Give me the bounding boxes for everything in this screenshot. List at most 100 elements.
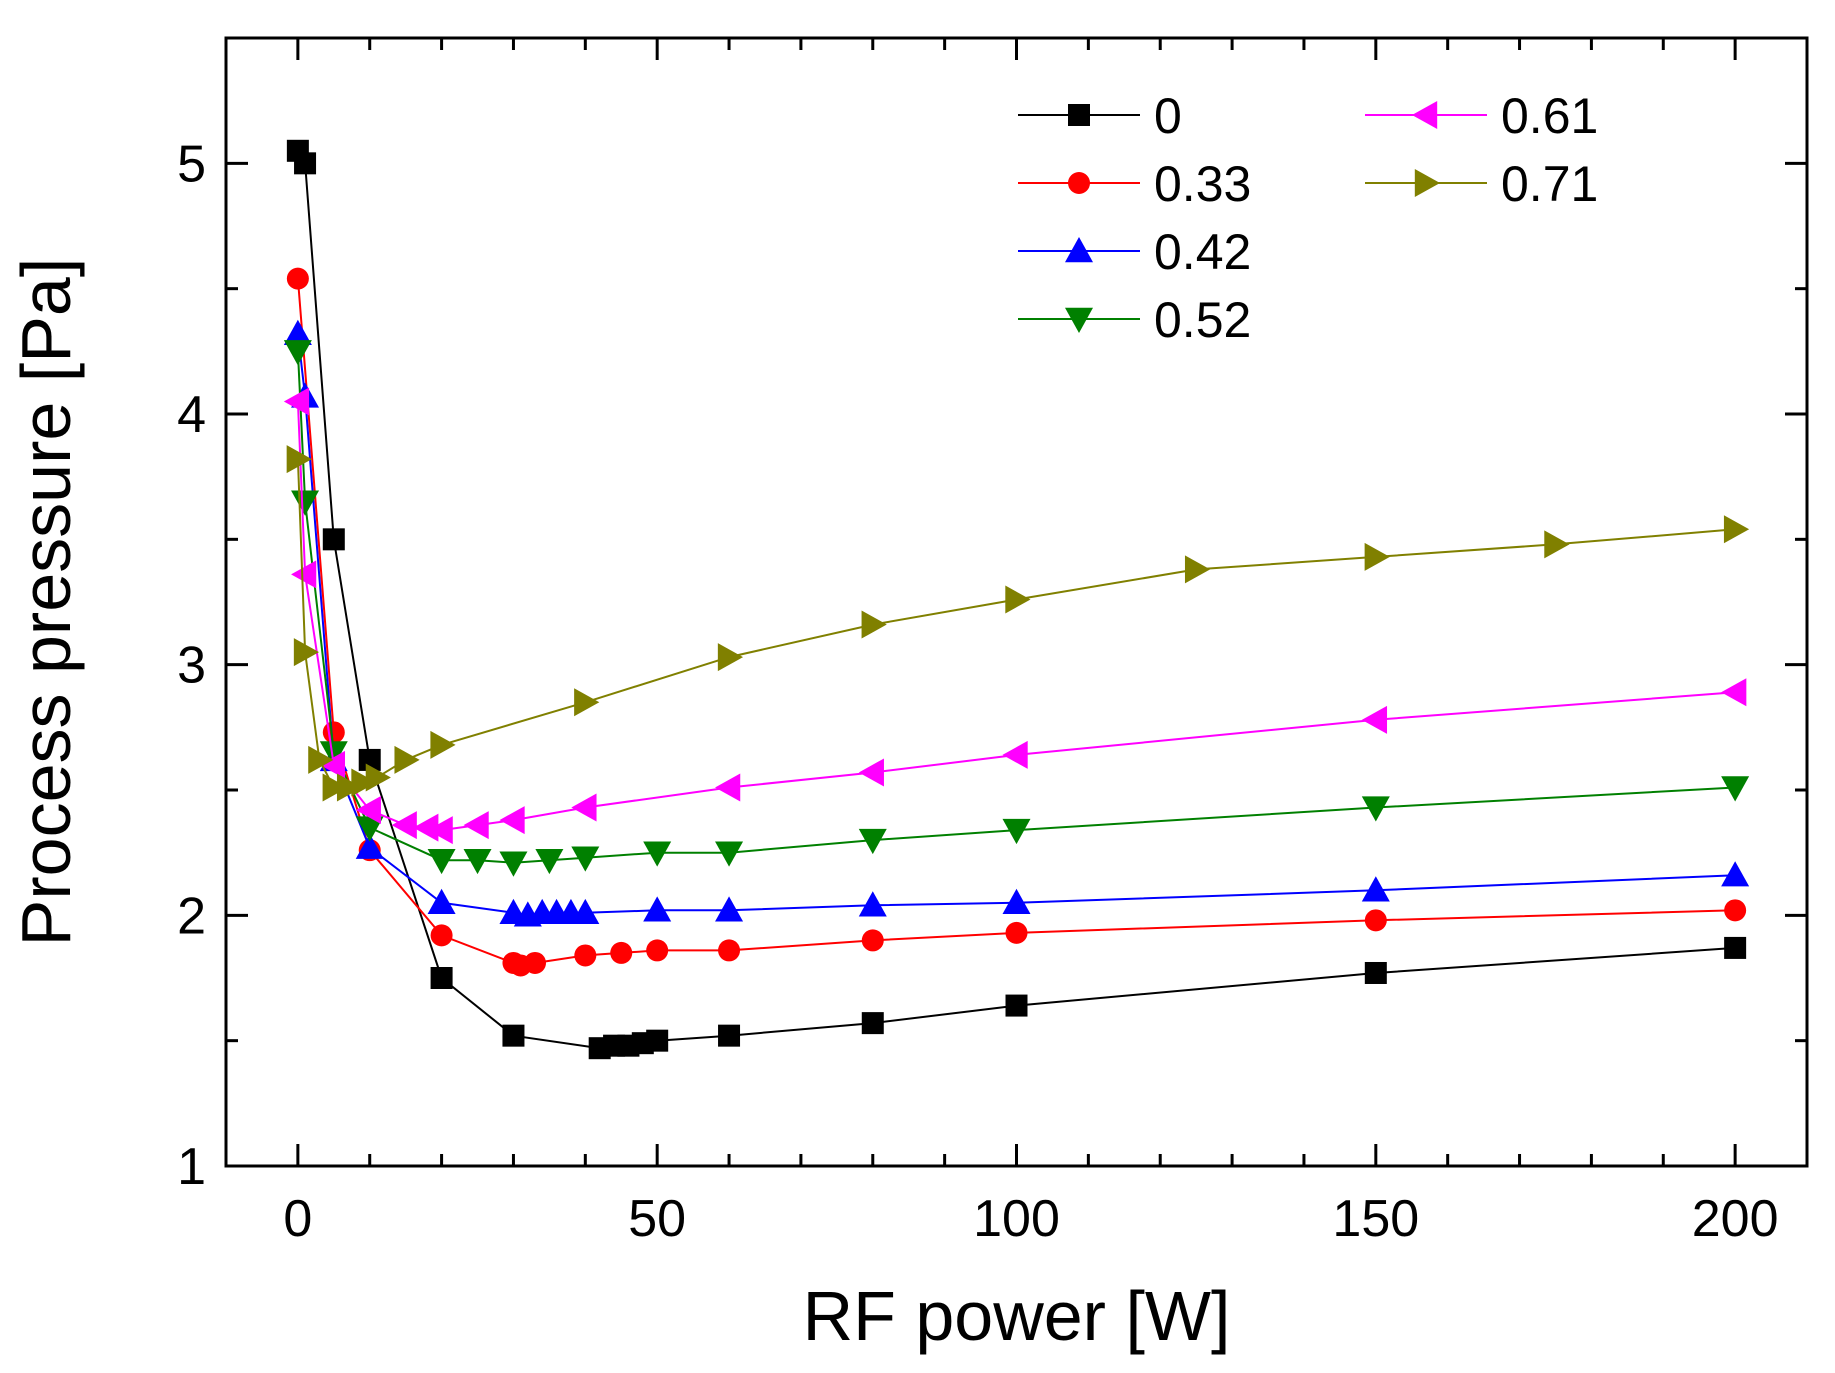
data-point-0.42 <box>1361 876 1390 902</box>
data-point-0 <box>1005 994 1028 1017</box>
y-axis-title: Process pressure [Pa] <box>7 258 85 947</box>
legend-item: 0 <box>1018 88 1182 144</box>
data-point-0.61 <box>355 796 381 825</box>
series-0.33 <box>286 267 1747 977</box>
legend-item: 0.33 <box>1018 156 1251 212</box>
data-point-0.33 <box>1364 909 1387 932</box>
data-point-0.52 <box>715 841 744 867</box>
data-point-0.33 <box>574 944 597 967</box>
data-point-0.42 <box>858 891 887 917</box>
data-point-0.71 <box>717 643 744 672</box>
data-point-0.71 <box>430 730 456 759</box>
x-axis-title: RF power [W] <box>803 1277 1231 1355</box>
axes-layer: 0 50 100 150 200 1 2 3 4 5 <box>177 38 1807 1248</box>
data-point-0 <box>1724 936 1747 959</box>
y-tick-label: 3 <box>177 637 206 695</box>
series-0.42 <box>283 319 1750 927</box>
data-point-0.33 <box>286 267 309 290</box>
data-point-0 <box>1364 961 1387 984</box>
data-point-0.42 <box>571 898 600 925</box>
data-point-0.61 <box>391 811 417 840</box>
x-tick-label: 0 <box>283 1190 312 1248</box>
data-point-0.52 <box>291 490 320 516</box>
data-point-0.42 <box>715 896 744 922</box>
data-point-0.52 <box>1002 818 1031 845</box>
data-point-0.71 <box>1184 555 1211 584</box>
series-0.71 <box>286 445 1750 802</box>
data-point-0.71 <box>293 638 320 667</box>
data-point-0.61 <box>413 813 439 842</box>
y-tick-label: 5 <box>177 135 206 193</box>
data-point-0.42 <box>643 896 672 922</box>
data-point-0.61 <box>427 816 453 845</box>
data-point-0.33 <box>718 939 741 962</box>
data-point-0 <box>322 528 345 551</box>
data-point-0 <box>861 1012 884 1035</box>
data-point-0 <box>294 152 317 175</box>
data-point-0.52 <box>1361 796 1390 822</box>
data-point-0.61 <box>1721 678 1747 707</box>
series-0.61 <box>283 387 1747 845</box>
data-point-0.33 <box>1005 921 1028 944</box>
data-point-0.52 <box>643 841 672 867</box>
data-point-0.42 <box>283 319 312 345</box>
data-point-0.71 <box>308 745 334 774</box>
data-point-0 <box>430 967 453 989</box>
legend-marker <box>1065 237 1093 263</box>
data-point-0 <box>718 1024 741 1047</box>
data-point-0.42 <box>355 833 384 859</box>
legend-label: 0.52 <box>1154 292 1251 348</box>
data-point-0.71 <box>286 445 312 474</box>
data-point-0.52 <box>355 816 384 842</box>
data-point-0 <box>502 1024 525 1047</box>
data-point-0.42 <box>1721 861 1750 887</box>
series-line-0.71 <box>296 459 1736 789</box>
data-point-0.71 <box>574 688 600 717</box>
data-point-0.52 <box>535 848 564 875</box>
legend-item: 0.52 <box>1018 292 1251 348</box>
data-point-0.61 <box>1002 740 1028 769</box>
plot-area <box>224 36 1809 1168</box>
legend-marker <box>1068 172 1090 194</box>
data-point-0.71 <box>1005 585 1031 614</box>
legend-label: 0.61 <box>1501 88 1598 144</box>
legend-label: 0.71 <box>1501 156 1598 212</box>
x-tick-label: 150 <box>1332 1190 1419 1248</box>
data-point-0.33 <box>322 721 345 744</box>
data-point-0.71 <box>1723 515 1750 544</box>
data-point-0.33 <box>430 924 453 947</box>
data-point-0.52 <box>319 741 348 767</box>
data-point-0.61 <box>291 560 317 589</box>
x-tick-label: 200 <box>1692 1190 1779 1248</box>
series-line-0.61 <box>296 401 1736 832</box>
legend-item: 0.61 <box>1365 88 1598 144</box>
y-tick-label: 4 <box>177 386 206 444</box>
data-point-0.33 <box>524 951 547 974</box>
legend-item: 0.42 <box>1018 224 1251 280</box>
data-point-0.71 <box>365 763 391 792</box>
x-tick-label: 50 <box>628 1190 686 1248</box>
y-tick-label: 1 <box>177 1138 206 1196</box>
data-point-0.33 <box>646 939 669 962</box>
data-point-0.61 <box>571 793 597 822</box>
data-point-0.71 <box>394 745 420 774</box>
data-point-0.71 <box>1544 530 1570 559</box>
series-0 <box>286 139 1747 1060</box>
data-point-0.42 <box>427 888 456 914</box>
x-tick-label: 100 <box>973 1190 1060 1248</box>
data-point-0.52 <box>463 848 492 875</box>
legend: 0 0.33 0.42 0.52 0.61 0.71 <box>1018 88 1598 348</box>
y-tick-label: 2 <box>177 887 206 945</box>
data-point-0.33 <box>1724 899 1747 922</box>
data-point-0.71 <box>861 610 887 639</box>
data-point-0.71 <box>351 768 377 797</box>
legend-marker <box>1414 169 1440 197</box>
data-point-0.52 <box>283 340 312 366</box>
data-point-0.33 <box>861 929 884 952</box>
legend-label: 0.33 <box>1154 156 1251 212</box>
data-point-0.61 <box>283 387 310 416</box>
data-point-0.52 <box>427 848 456 875</box>
data-point-0.61 <box>1361 705 1388 734</box>
legend-label: 0 <box>1154 88 1182 144</box>
